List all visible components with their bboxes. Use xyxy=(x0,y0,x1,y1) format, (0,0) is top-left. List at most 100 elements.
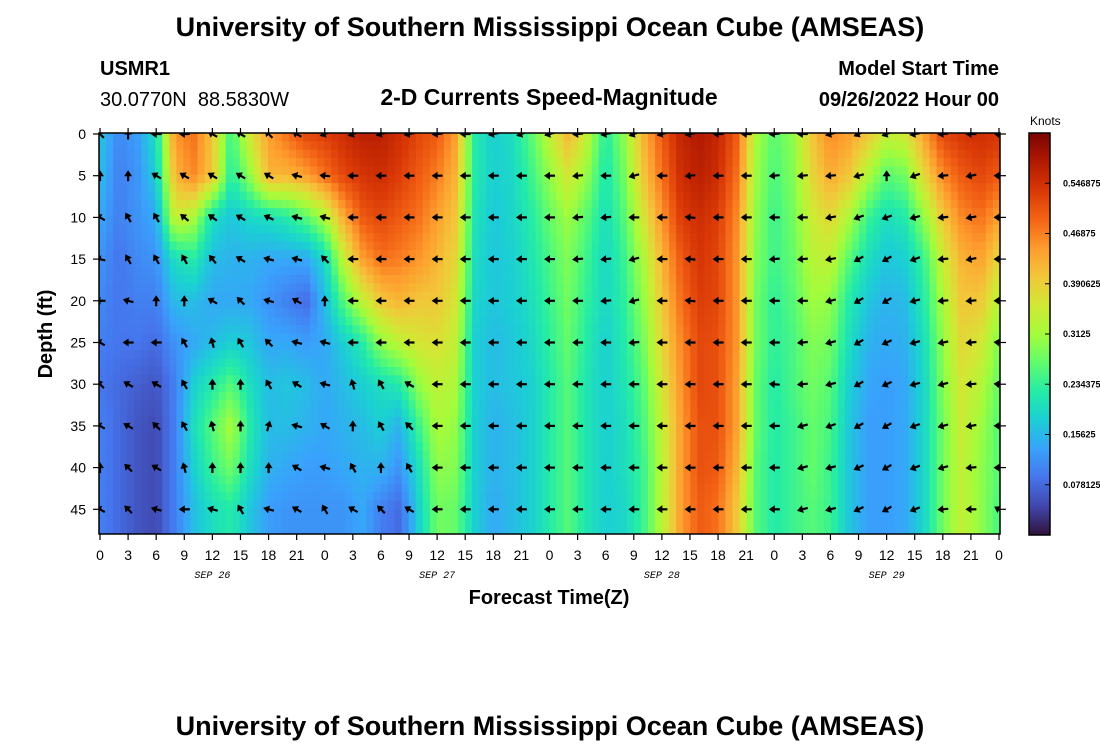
heatmap-cell xyxy=(521,508,529,518)
heatmap-cell xyxy=(746,417,755,426)
heatmap-cell xyxy=(690,350,698,360)
heatmap-cell xyxy=(655,233,663,243)
heatmap-cell xyxy=(521,475,529,485)
heatmap-cell xyxy=(528,283,537,293)
heatmap-cell xyxy=(732,149,741,159)
heatmap-cell xyxy=(781,233,790,243)
heatmap-cell xyxy=(359,183,368,193)
heatmap-cell xyxy=(795,166,804,176)
heatmap-cell xyxy=(282,517,290,527)
heatmap-cell xyxy=(274,216,283,226)
heatmap-cell xyxy=(507,500,515,510)
heatmap-cell xyxy=(274,174,283,184)
heatmap-cell xyxy=(683,149,691,159)
heatmap-cell xyxy=(676,467,684,477)
heatmap-cell xyxy=(218,216,227,226)
heatmap-cell xyxy=(239,158,248,168)
heatmap-cell xyxy=(366,149,375,159)
heatmap-cell xyxy=(148,174,156,184)
heatmap-cell xyxy=(218,458,227,468)
heatmap-cell xyxy=(739,517,748,527)
heatmap-cell xyxy=(394,149,403,159)
heatmap-cell xyxy=(394,450,403,460)
heatmap-cell xyxy=(310,300,318,310)
heatmap-cell xyxy=(507,241,515,251)
heatmap-cell xyxy=(690,400,698,410)
heatmap-cell xyxy=(507,300,515,310)
heatmap-cell xyxy=(366,383,375,393)
heatmap-cell xyxy=(535,308,544,318)
heatmap-cell xyxy=(394,500,403,510)
heatmap-cell xyxy=(535,133,544,142)
heatmap-cell xyxy=(443,191,452,201)
heatmap-cell xyxy=(218,300,227,310)
heatmap-cell xyxy=(246,333,255,343)
heatmap-cell xyxy=(134,358,142,368)
heatmap-cell xyxy=(127,333,135,343)
heatmap-cell xyxy=(732,517,741,527)
heatmap-cell xyxy=(676,208,684,218)
heatmap-cell xyxy=(197,291,206,301)
heatmap-cell xyxy=(662,283,670,293)
heatmap-cell xyxy=(648,208,656,218)
heatmap-cell xyxy=(303,341,311,351)
heatmap-cell xyxy=(99,158,107,168)
heatmap-cell xyxy=(289,266,297,276)
heatmap-cell xyxy=(106,266,114,276)
heatmap-cell xyxy=(204,400,213,410)
heatmap-cell xyxy=(141,174,149,184)
heatmap-cell xyxy=(408,400,417,410)
heatmap-cell xyxy=(246,275,255,284)
heatmap-cell xyxy=(725,442,734,452)
heatmap-cell xyxy=(718,383,727,393)
heatmap-cell xyxy=(415,475,424,485)
heatmap-cell xyxy=(450,350,459,360)
heatmap-cell xyxy=(676,400,684,410)
heatmap-cell xyxy=(816,417,825,426)
heatmap-cell xyxy=(225,158,234,168)
heatmap-cell xyxy=(760,341,769,351)
heatmap-cell xyxy=(598,149,607,159)
heatmap-cell xyxy=(486,141,494,151)
heatmap-cell xyxy=(436,400,445,410)
heatmap-cell xyxy=(760,291,769,301)
heatmap-cell xyxy=(584,341,593,351)
heatmap-cell xyxy=(767,341,776,351)
heatmap-cell xyxy=(598,500,607,510)
heatmap-cell xyxy=(690,341,698,351)
heatmap-cell xyxy=(584,141,593,151)
heatmap-cell xyxy=(528,350,537,360)
heatmap-cell xyxy=(197,183,206,193)
heatmap-cell xyxy=(324,174,332,184)
heatmap-cell xyxy=(246,525,255,534)
heatmap-cell xyxy=(450,191,459,201)
heatmap-cell xyxy=(232,166,241,176)
heatmap-cell xyxy=(162,475,170,485)
heatmap-cell xyxy=(225,508,234,518)
heatmap-cell xyxy=(162,366,170,376)
heatmap-cell xyxy=(528,475,537,485)
heatmap-cell xyxy=(253,483,262,493)
heatmap-cell xyxy=(542,358,551,368)
heatmap-cell xyxy=(612,166,621,176)
heatmap-cell xyxy=(162,325,170,335)
heatmap-cell xyxy=(824,300,832,310)
heatmap-cell xyxy=(760,199,769,209)
heatmap-cell xyxy=(422,341,431,351)
heatmap-cell xyxy=(626,199,635,209)
heatmap-cell xyxy=(317,183,325,193)
heatmap-cell xyxy=(619,475,628,485)
heatmap-cell xyxy=(352,291,361,301)
heatmap-cell xyxy=(486,199,494,209)
heatmap-cell xyxy=(113,333,121,343)
heatmap-cell xyxy=(704,199,712,209)
heatmap-cell xyxy=(401,199,410,209)
heatmap-cell xyxy=(232,458,241,468)
heatmap-cell xyxy=(218,208,227,218)
heatmap-cell xyxy=(662,341,670,351)
heatmap-cell xyxy=(99,492,107,502)
heatmap-cell xyxy=(549,166,558,176)
heatmap-cell xyxy=(267,500,276,510)
heatmap-cell xyxy=(767,358,776,368)
heatmap-cell xyxy=(795,508,804,518)
